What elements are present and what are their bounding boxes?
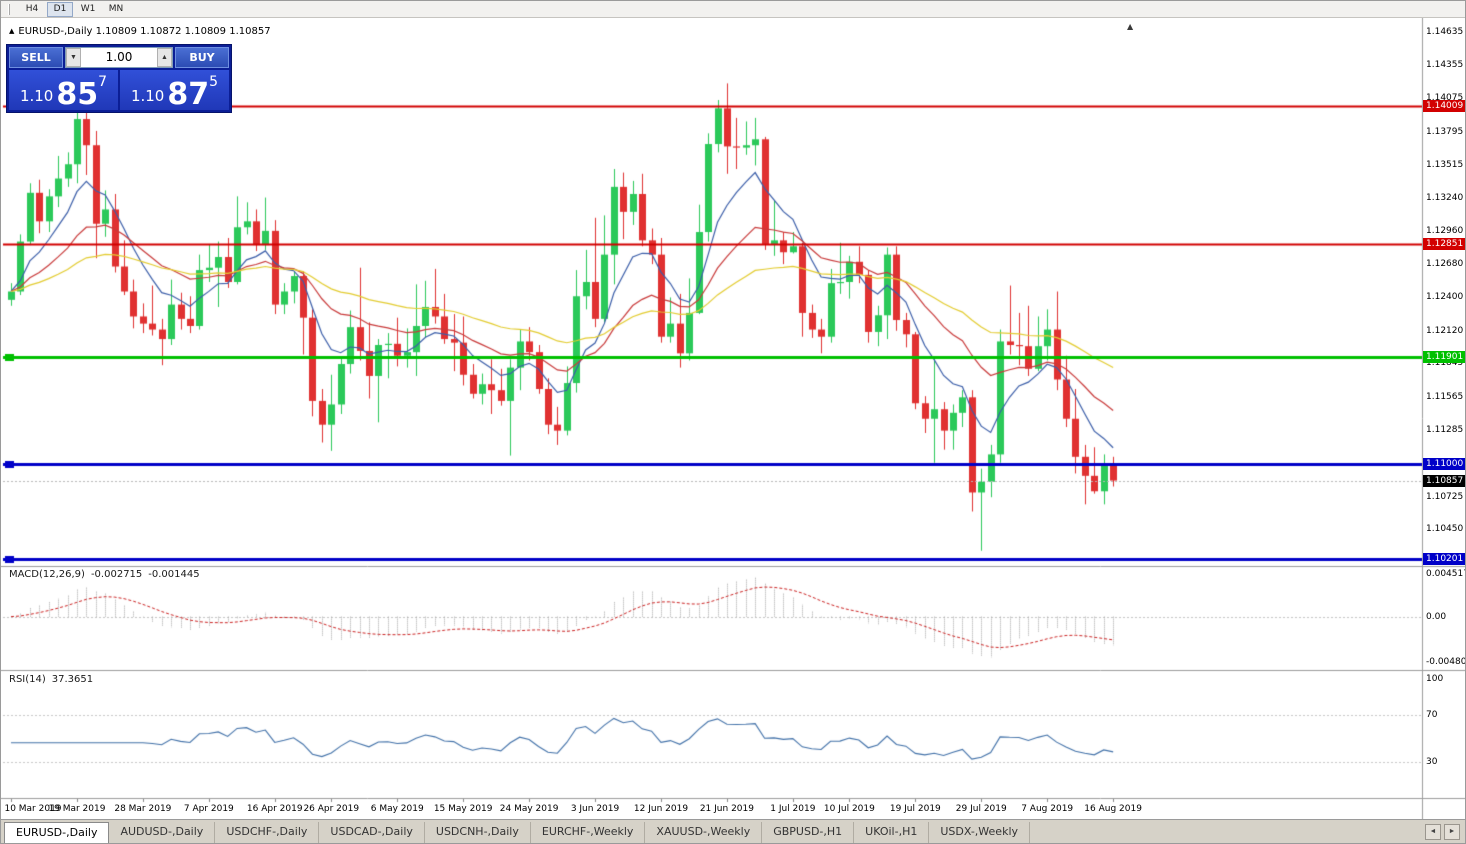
toolbar-grip-icon (8, 3, 10, 15)
buy-price-display[interactable]: 1.10 87 5 (120, 70, 229, 110)
macd-main-value: -0.002715 (90, 569, 143, 580)
rsi-name: RSI(14) (9, 674, 46, 685)
sell-button[interactable]: SELL (9, 47, 63, 68)
buy-price-sup: 5 (209, 74, 219, 90)
chart-tabs-bar: EURUSD-,Daily AUDUSD-,Daily USDCHF-,Daily U… (1, 819, 1465, 843)
chart-tabs: EURUSD-,Daily AUDUSD-,Daily USDCHF-,Daily U… (4, 822, 1420, 843)
timeframe-button-mn[interactable]: MN (103, 2, 129, 17)
buy-price-big: 87 (167, 76, 210, 112)
tab-scroll-controls: ◄ ► (1425, 824, 1460, 840)
one-click-buttons-row: SELL ▼ 1.00 ▲ BUY (9, 47, 229, 68)
volume-decrease-button[interactable]: ▼ (66, 48, 81, 67)
price-chart-canvas[interactable] (1, 18, 1465, 819)
volume-input[interactable]: 1.00 (105, 50, 133, 64)
chart-title-text: EURUSD-,Daily 1.10809 1.10872 1.10809 1.… (18, 26, 271, 37)
macd-name: MACD(12,26,9) (9, 569, 85, 580)
chart-tab-xauusd-weekly[interactable]: XAUUSD-,Weekly (645, 822, 763, 843)
chart-tab-eurusd-daily[interactable]: EURUSD-,Daily (4, 822, 110, 843)
timeframe-button-w1[interactable]: W1 (75, 2, 101, 17)
tabs-scroll-right-button[interactable]: ► (1444, 824, 1460, 840)
sell-price-sup: 7 (98, 74, 108, 90)
buy-button[interactable]: BUY (175, 47, 229, 68)
rsi-indicator-label: RSI(14) 37.3651 (9, 674, 99, 685)
sell-price-display[interactable]: 1.10 85 7 (9, 70, 118, 110)
sell-price-big: 85 (56, 76, 99, 112)
timeframe-buttons: H4 D1 W1 MN (19, 1, 129, 17)
timeframe-button-h4[interactable]: H4 (19, 2, 45, 17)
volume-increase-button[interactable]: ▲ (157, 48, 172, 67)
chart-title: ▲ EURUSD-,Daily 1.10809 1.10872 1.10809 1… (9, 26, 271, 37)
collapse-panel-icon[interactable]: ▲ (9, 27, 15, 35)
chart-tab-usdcnh-daily[interactable]: USDCNH-,Daily (425, 822, 531, 843)
tabs-scroll-left-button[interactable]: ◄ (1425, 824, 1441, 840)
sell-price-base: 1.10 (19, 87, 54, 105)
rsi-value: 37.3651 (51, 674, 94, 685)
chart-shift-marker-icon[interactable]: ▲ (1127, 22, 1134, 31)
one-click-trading-panel: SELL ▼ 1.00 ▲ BUY 1.10 85 7 1.10 87 5 (7, 45, 231, 112)
macd-indicator-label: MACD(12,26,9) -0.002715 -0.001445 (9, 569, 206, 580)
one-click-prices-row: 1.10 85 7 1.10 87 5 (9, 70, 229, 110)
chart-tab-audusd-daily[interactable]: AUDUSD-,Daily (109, 822, 216, 843)
macd-signal-value: -0.001445 (148, 569, 200, 580)
volume-control: ▼ 1.00 ▲ (65, 47, 173, 68)
timeframe-toolbar: H4 D1 W1 MN (1, 1, 1465, 18)
chart-tab-ukoil-h1[interactable]: UKOil-,H1 (854, 822, 930, 843)
chart-tab-usdx-weekly[interactable]: USDX-,Weekly (929, 822, 1031, 843)
timeframe-button-d1[interactable]: D1 (47, 1, 73, 17)
chart-tab-gbpusd-h1[interactable]: GBPUSD-,H1 (762, 822, 855, 843)
chart-tab-usdchf-daily[interactable]: USDCHF-,Daily (215, 822, 320, 843)
chart-tab-eurchf-weekly[interactable]: EURCHF-,Weekly (531, 822, 646, 843)
chart-tab-usdcad-daily[interactable]: USDCAD-,Daily (319, 822, 425, 843)
buy-price-base: 1.10 (130, 87, 165, 105)
